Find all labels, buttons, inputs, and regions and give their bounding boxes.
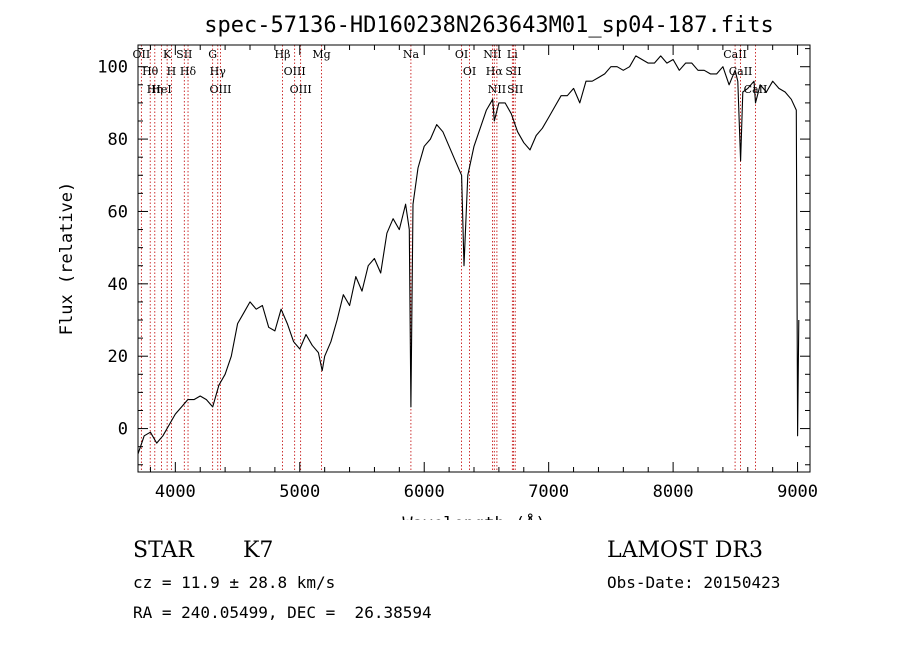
line-label: Hα <box>486 65 504 78</box>
line-label: H <box>167 65 177 78</box>
redshift-cz: cz = 11.9 ± 28.8 km/s <box>133 573 336 592</box>
y-tick-label: 0 <box>118 420 128 440</box>
chart-title: spec-57136-HD160238N263643M01_sp04-187.f… <box>204 13 774 38</box>
line-label: Mg <box>312 48 330 61</box>
line-label: Hβ <box>275 48 291 61</box>
x-tick-label: 6000 <box>404 482 445 502</box>
y-tick-label: 40 <box>108 275 128 295</box>
line-label: CaII <box>723 48 747 61</box>
line-label: Hγ <box>210 65 227 78</box>
line-label: NII <box>488 83 506 96</box>
y-tick-label: 100 <box>97 58 128 78</box>
line-label: G <box>208 48 217 61</box>
line-label: Na <box>403 48 420 61</box>
object-subclass: K7 <box>243 538 274 563</box>
coordinates: RA = 240.05499, DEC = 26.38594 <box>133 603 432 622</box>
line-label: CaII <box>729 65 753 78</box>
y-tick-label: 80 <box>108 130 128 150</box>
survey-label: LAMOST DR3 <box>607 538 763 563</box>
line-label: Hδ <box>180 65 197 78</box>
y-axis-label: Flux (relative) <box>57 182 77 336</box>
y-tick-label: 20 <box>108 347 128 367</box>
line-label: K <box>163 48 172 61</box>
x-tick-label: 7000 <box>528 482 569 502</box>
line-label: OIII <box>209 83 231 96</box>
line-label: OI <box>463 65 476 78</box>
line-label: HeI <box>151 83 171 96</box>
x-tick-label: 9000 <box>777 482 818 502</box>
obs-date: Obs-Date: 20150423 <box>607 573 781 592</box>
line-label: Hθ <box>142 65 159 78</box>
spectrum-chart: spec-57136-HD160238N263643M01_sp04-187.f… <box>57 13 818 520</box>
spectrum-line <box>137 55 800 455</box>
line-label: SII <box>176 48 192 61</box>
line-label: OIII <box>284 65 306 78</box>
object-class: STAR <box>133 538 194 563</box>
y-tick-label: 60 <box>108 202 128 222</box>
line-label: SII <box>505 65 521 78</box>
line-label: Li <box>507 48 518 61</box>
line-label: OII <box>133 48 151 61</box>
x-tick-label: 5000 <box>279 482 320 502</box>
x-axis-label: Wavelength (Å) <box>402 512 545 520</box>
x-tick-label: 8000 <box>653 482 694 502</box>
plot-frame <box>137 44 811 473</box>
line-label: Hη <box>147 83 163 96</box>
line-label: SII <box>507 83 523 96</box>
line-label: OIII <box>290 83 312 96</box>
line-label: OI <box>455 48 468 61</box>
x-tick-label: 4000 <box>155 482 196 502</box>
line-label: NII <box>483 48 501 61</box>
